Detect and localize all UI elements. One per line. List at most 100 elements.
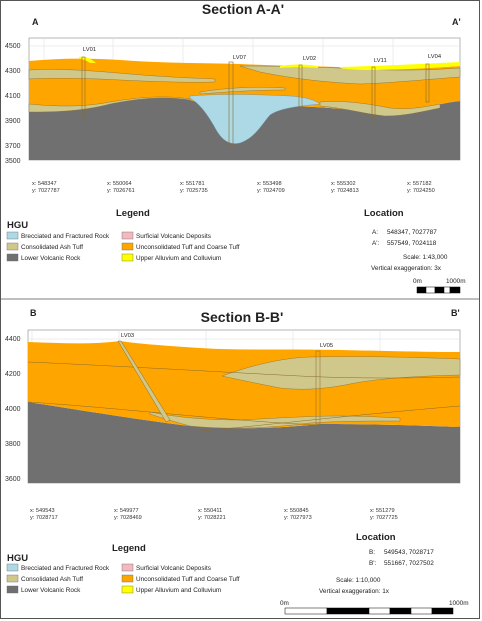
scale-bar-start-label: 0m: [280, 600, 289, 607]
legend-swatch-upper-alluvium: [121, 585, 134, 594]
legend-title: Legend: [112, 543, 146, 554]
section-a-plot: LV01 LV07 LV02 LV11 LV04: [28, 37, 461, 161]
y-tick: 4000: [5, 406, 21, 413]
location-b-value: 557549, 7024118: [387, 240, 437, 247]
section-b-lower-volcanic: [28, 402, 460, 483]
scale-bar-end-label: 1000m: [446, 278, 466, 285]
y-tick: 4200: [5, 371, 21, 378]
location-b-value: 551667, 7027502: [384, 560, 434, 567]
section-a-coordinates: x: 548347 y: 7027787 x: 550064 y: 702676…: [32, 181, 435, 194]
coord-y: y: 7025735: [180, 188, 208, 194]
coord-x: x: 548347: [32, 181, 57, 187]
well-lv04: [425, 63, 430, 103]
well-label-lv01: LV01: [83, 47, 96, 53]
well-lv03: [117, 340, 171, 423]
section-a-ash-tuff-left: [28, 69, 216, 83]
section-a-wells: [81, 56, 430, 147]
section-b-plot: LV03 LV05: [27, 329, 461, 484]
well-label-lv04: LV04: [428, 54, 442, 60]
legend-swatch-upper-alluvium: [121, 253, 134, 262]
legend-item-label: Lower Volcanic Rock: [21, 587, 81, 594]
y-tick: 4100: [5, 93, 21, 100]
coord-x: x: 549543: [30, 508, 55, 514]
legend-hgu-label: HGU: [7, 553, 28, 564]
legend-hgu-label: HGU: [7, 220, 28, 231]
legend-item-label: Upper Alluvium and Colluvium: [136, 255, 221, 262]
section-a-title: Section A-A': [202, 1, 284, 17]
section-a-end-label: A': [452, 17, 461, 27]
location-b-label: A':: [372, 240, 379, 247]
section-b-start-label: B: [30, 308, 37, 318]
legend-item-label: Unconsolidated Tuff and Coarse Tuff: [136, 576, 240, 583]
coord-y: y: 7028717: [30, 515, 58, 521]
section-b-ash-tuff-wedge: [221, 356, 461, 390]
y-tick: 3500: [5, 158, 21, 165]
section-a: Section A-A' A A': [5, 1, 466, 294]
location-a-value: 548347, 7027787: [387, 229, 437, 236]
coord-x: x: 551279: [370, 508, 395, 514]
coord-x: x: 549977: [114, 508, 139, 514]
section-b-y-axis: 4400 4200 4000 3800 3600: [5, 336, 21, 483]
well-label-lv07: LV07: [233, 55, 246, 61]
section-b-end-label: B': [451, 308, 460, 318]
y-tick: 3700: [5, 143, 21, 150]
section-a-ash-tuff-right: [239, 65, 461, 85]
legend-swatch-unconsolidated: [121, 242, 134, 251]
coord-x: x: 553498: [257, 181, 282, 187]
section-a-upper-alluvium-right: [340, 62, 460, 70]
section-a-ash-tuff-bottom: [28, 96, 191, 113]
well-lv07: [228, 61, 234, 147]
location-title: Location: [356, 532, 396, 543]
location-exaggeration: Vertical exaggeration: 1x: [319, 588, 390, 595]
legend-item-label: Lower Volcanic Rock: [21, 255, 81, 262]
section-a-y-axis: 4500 4300 4100 3900 3700 3500: [5, 43, 21, 165]
legend-swatch-ash-tuff: [6, 242, 19, 251]
y-tick: 3900: [5, 118, 21, 125]
coord-y: y: 7027725: [370, 515, 398, 521]
well-lv01: [81, 56, 86, 118]
legend-item-label: Consolidated Ash Tuff: [21, 244, 83, 251]
section-b-coordinates: x: 549543 y: 7028717 x: 549977 y: 702846…: [30, 508, 398, 521]
legend-item-label: Surficial Volcanic Deposits: [136, 565, 211, 572]
section-b-title: Section B-B': [201, 309, 284, 325]
section-a-well-labels: LV01 LV07 LV02 LV11 LV04: [83, 47, 442, 64]
well-label-lv11: LV11: [374, 58, 387, 64]
legend-swatch-brecciated: [6, 563, 19, 572]
well-label-lv02: LV02: [303, 56, 316, 62]
location-scale: Scale: 1:10,000: [336, 577, 381, 584]
section-a-start-label: A: [32, 17, 39, 27]
section-b-location: Location B: 549543, 7028717 B': 551667, …: [280, 532, 469, 615]
location-exaggeration: Vertical exaggeration: 3x: [371, 265, 442, 272]
well-lv05: [315, 350, 321, 425]
legend-item-label: Upper Alluvium and Colluvium: [136, 587, 221, 594]
well-label-lv03: LV03: [121, 333, 134, 339]
coord-x: x: 551781: [180, 181, 205, 187]
section-a-location: Location A: 548347, 7027787 A': 557549, …: [364, 208, 466, 294]
y-tick: 3800: [5, 441, 21, 448]
section-b-wells: [117, 340, 321, 425]
legend-swatch-lower-volcanic: [6, 253, 19, 262]
legend-swatch-brecciated: [6, 231, 19, 240]
coord-y: y: 7028221: [198, 515, 226, 521]
section-b-legend: Legend HGU Brecciated and Fractured Rock…: [6, 543, 240, 594]
legend-swatch-surficial: [121, 563, 134, 572]
legend-item-label: Consolidated Ash Tuff: [21, 576, 83, 583]
well-lv02: [298, 64, 303, 108]
legend-swatch-lower-volcanic: [6, 585, 19, 594]
coord-y: y: 7028469: [114, 515, 142, 521]
coord-y: y: 7026761: [107, 188, 135, 194]
coord-x: x: 557182: [407, 181, 432, 187]
legend-swatch-surficial: [121, 231, 134, 240]
coord-x: x: 550064: [107, 181, 132, 187]
section-a-scale-bar: [416, 286, 461, 294]
legend-swatch-ash-tuff: [6, 574, 19, 583]
coord-x: x: 550411: [198, 508, 222, 514]
legend-item-label: Brecciated and Fractured Rock: [21, 233, 110, 240]
legend-title: Legend: [116, 208, 150, 219]
section-a-upper-alluvium-left: [79, 56, 96, 63]
scale-bar-start-label: 0m: [413, 278, 422, 285]
coord-y: y: 7027973: [284, 515, 312, 521]
section-a-ash-tuff-lower-right: [319, 101, 441, 117]
